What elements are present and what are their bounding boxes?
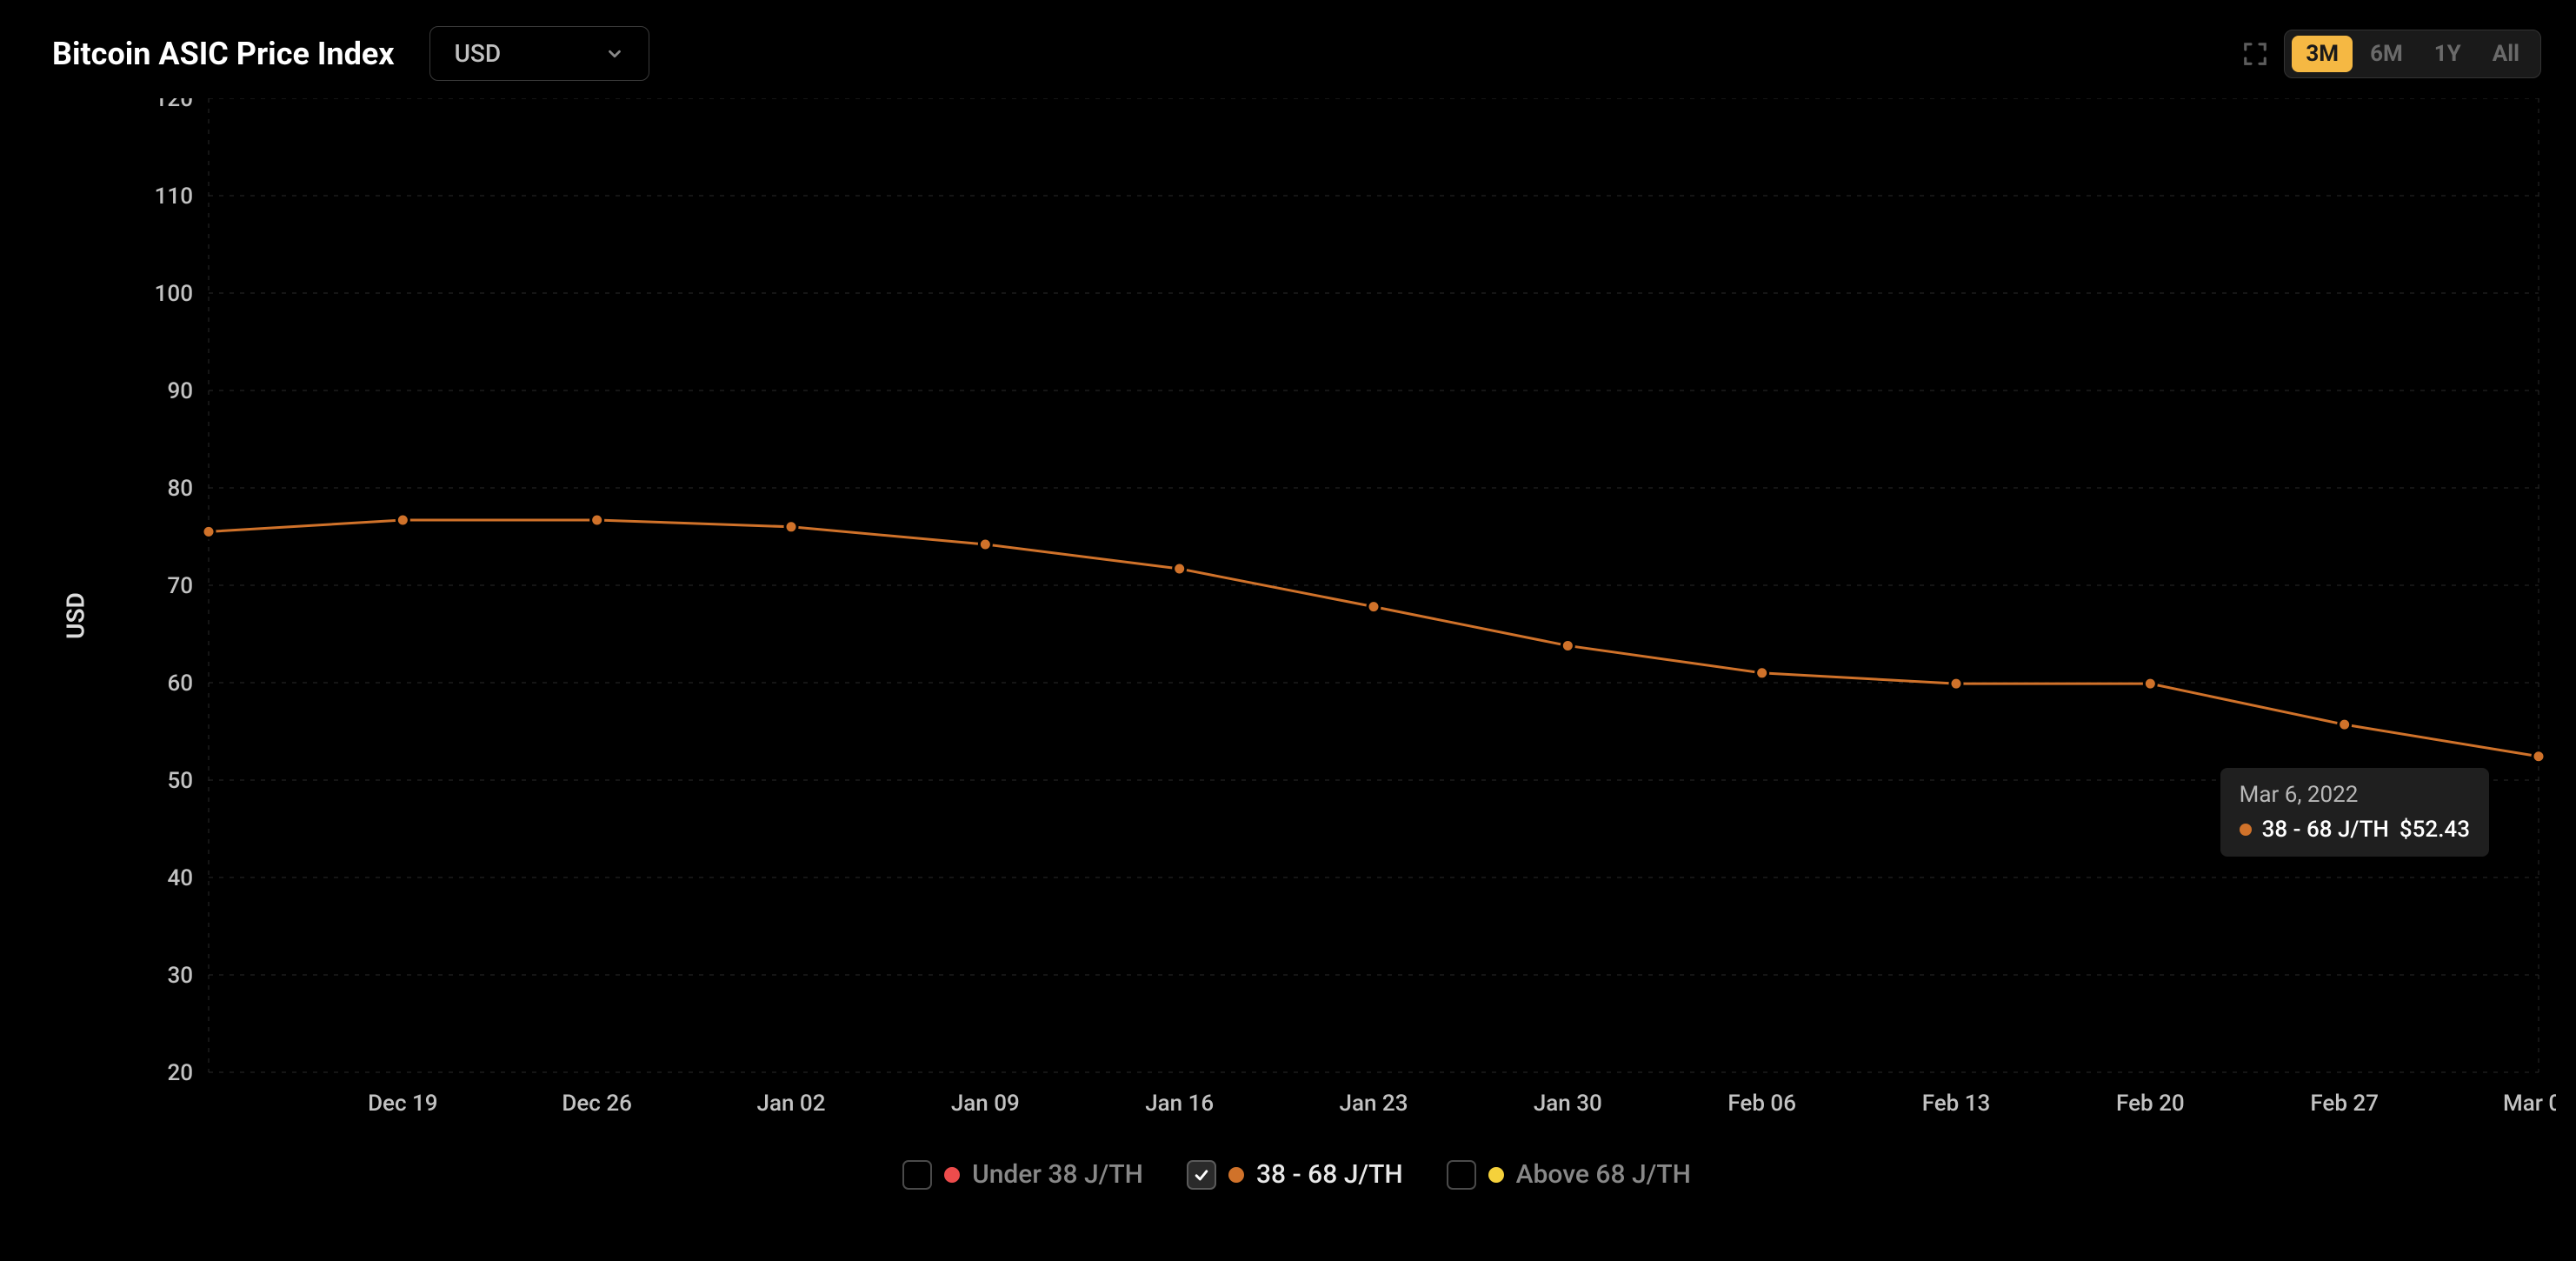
x-tick-label: Feb 20 — [2116, 1091, 2185, 1117]
chart-marker[interactable] — [591, 514, 603, 526]
chart-legend: Under 38 J/TH 38 - 68 J/TH Above 68 J/TH — [52, 1159, 2541, 1190]
y-tick-label: 110 — [155, 183, 193, 210]
tooltip-series-label: 38 - 68 J/TH — [2262, 817, 2389, 843]
chart-marker[interactable] — [1368, 601, 1380, 613]
line-chart[interactable]: 120 110 100 90 80 70 60 50 40 30 20 Dec 19 Dec 26 Jan… — [113, 98, 2556, 1133]
chart-marker[interactable] — [1950, 677, 1962, 690]
y-tick-label: 20 — [167, 1060, 193, 1086]
range-btn-3m[interactable]: 3M — [2292, 36, 2353, 72]
y-tick-label: 60 — [167, 671, 193, 697]
legend-dot-icon — [1488, 1167, 1504, 1183]
range-btn-all[interactable]: All — [2479, 36, 2533, 72]
chart-marker[interactable] — [2144, 677, 2156, 690]
legend-item[interactable]: Under 38 J/TH — [902, 1159, 1143, 1190]
page-title: Bitcoin ASIC Price Index — [52, 36, 395, 72]
x-tick-label: Jan 30 — [1534, 1091, 1602, 1117]
chart-marker[interactable] — [396, 514, 409, 526]
chart-marker[interactable] — [1174, 563, 1186, 575]
range-btn-1y[interactable]: 1Y — [2420, 36, 2475, 72]
legend-checkbox[interactable] — [902, 1160, 932, 1190]
y-tick-label: 100 — [155, 281, 193, 307]
time-range-group: 3M6M1YAll — [2284, 30, 2541, 78]
y-tick-label: 90 — [167, 378, 193, 404]
currency-selected-label: USD — [455, 39, 502, 68]
tooltip-date: Mar 6, 2022 — [2240, 782, 2470, 808]
y-tick-label: 120 — [155, 98, 193, 112]
checkmark-icon — [1193, 1166, 1210, 1184]
chart-marker[interactable] — [2339, 718, 2351, 731]
chart-area: USD 120 110 100 90 80 70 60 50 40 30 20 Dec 19 Dec 2… — [52, 98, 2541, 1133]
chart-marker[interactable] — [979, 538, 991, 550]
y-axis-label: USD — [61, 592, 90, 639]
tooltip-value: $52.43 — [2400, 817, 2470, 843]
y-tick-label: 70 — [167, 573, 193, 599]
legend-item[interactable]: 38 - 68 J/TH — [1187, 1159, 1403, 1190]
chart-header: Bitcoin ASIC Price Index USD 3M6M1YAll — [52, 26, 2541, 81]
chart-marker[interactable] — [203, 525, 215, 537]
currency-select[interactable]: USD — [429, 26, 650, 81]
x-tick-label: Mar 06 — [2503, 1091, 2556, 1117]
legend-label: Above 68 J/TH — [1516, 1159, 1691, 1190]
chart-marker[interactable] — [1756, 667, 1768, 679]
x-tick-label: Feb 13 — [1922, 1091, 1991, 1117]
x-tick-label: Dec 26 — [562, 1091, 632, 1117]
legend-checkbox[interactable] — [1187, 1160, 1216, 1190]
legend-label: Under 38 J/TH — [972, 1159, 1143, 1190]
y-tick-label: 40 — [167, 865, 193, 891]
x-tick-label: Feb 06 — [1727, 1091, 1796, 1117]
y-tick-label: 80 — [167, 476, 193, 502]
x-tick-label: Dec 19 — [368, 1091, 438, 1117]
x-tick-label: Feb 27 — [2310, 1091, 2379, 1117]
legend-dot-icon — [944, 1167, 960, 1183]
x-tick-label: Jan 02 — [757, 1091, 826, 1117]
chart-marker[interactable] — [1561, 639, 1574, 651]
legend-label: 38 - 68 J/TH — [1256, 1159, 1403, 1190]
chart-line — [209, 520, 2539, 757]
chevron-down-icon — [605, 44, 624, 63]
legend-dot-icon — [1228, 1167, 1244, 1183]
x-tick-label: Jan 09 — [951, 1091, 1020, 1117]
chart-marker[interactable] — [2533, 751, 2545, 763]
chart-tooltip: Mar 6, 2022 38 - 68 J/TH $52.43 — [2220, 768, 2489, 857]
y-tick-label: 30 — [167, 963, 193, 989]
legend-checkbox[interactable] — [1447, 1160, 1476, 1190]
range-btn-6m[interactable]: 6M — [2356, 36, 2417, 72]
legend-item[interactable]: Above 68 J/TH — [1447, 1159, 1691, 1190]
tooltip-marker-icon — [2240, 824, 2252, 836]
y-tick-label: 50 — [167, 768, 193, 794]
x-tick-label: Jan 16 — [1145, 1091, 1214, 1117]
chart-marker[interactable] — [785, 521, 797, 533]
x-tick-label: Jan 23 — [1340, 1091, 1408, 1117]
fullscreen-icon[interactable] — [2242, 41, 2268, 67]
